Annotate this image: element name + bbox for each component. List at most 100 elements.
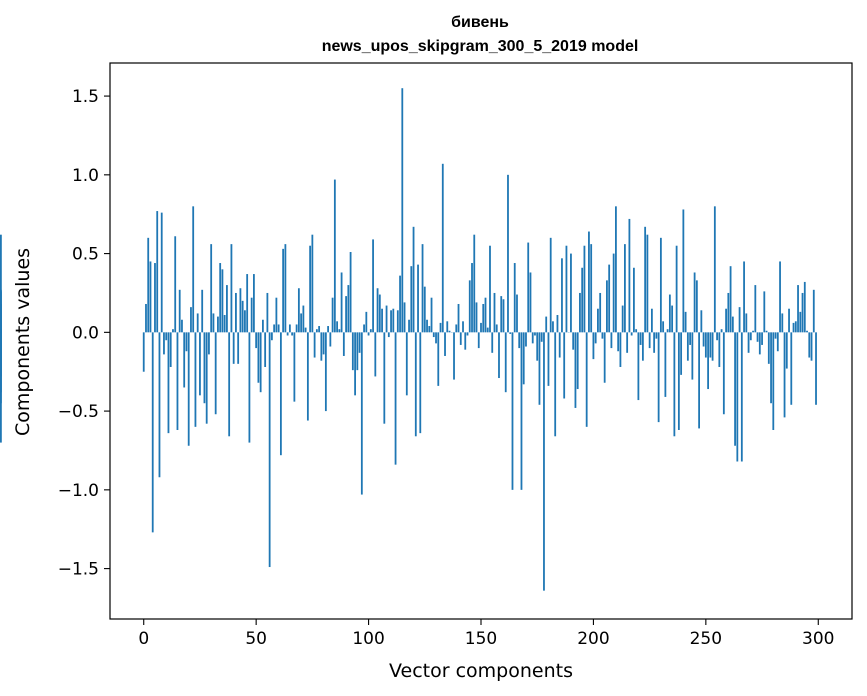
bar xyxy=(277,324,280,333)
bar xyxy=(199,332,201,396)
bar xyxy=(489,245,491,333)
bar xyxy=(426,319,428,333)
bar xyxy=(493,292,496,333)
bar xyxy=(635,329,638,333)
bar xyxy=(731,316,734,333)
bar xyxy=(147,237,150,333)
bar xyxy=(205,332,208,424)
bar xyxy=(599,292,602,333)
bar xyxy=(262,319,264,333)
bar xyxy=(603,332,606,383)
bar xyxy=(268,332,271,568)
bar xyxy=(275,297,278,333)
bar xyxy=(556,315,559,333)
bar xyxy=(279,332,282,456)
bar xyxy=(657,332,660,423)
bar xyxy=(504,332,507,393)
bar xyxy=(801,292,804,333)
y-tick-label: −1.0 xyxy=(58,481,99,501)
bar xyxy=(214,332,217,415)
bar xyxy=(527,242,530,333)
bar xyxy=(495,324,498,333)
bar xyxy=(165,332,168,341)
bar xyxy=(464,332,467,350)
bar xyxy=(790,332,793,405)
bar xyxy=(466,332,469,336)
bar xyxy=(794,321,797,333)
bar xyxy=(412,226,415,333)
bar xyxy=(590,244,593,333)
bar xyxy=(686,332,689,361)
bar xyxy=(785,332,788,369)
bar xyxy=(154,263,156,333)
bar xyxy=(767,332,770,364)
bar xyxy=(626,332,629,353)
bar xyxy=(558,332,561,358)
bar xyxy=(392,308,395,333)
bar xyxy=(302,305,305,333)
bar xyxy=(507,174,509,333)
bar xyxy=(446,321,449,333)
bar xyxy=(574,332,577,408)
bar xyxy=(765,330,768,333)
bar xyxy=(169,332,172,367)
bar xyxy=(693,272,696,333)
bar xyxy=(441,163,444,333)
x-tick-label: 200 xyxy=(577,629,609,649)
bar xyxy=(142,332,145,372)
x-tick-label: 150 xyxy=(465,629,497,649)
bar xyxy=(385,305,388,333)
bar xyxy=(190,307,192,333)
bar xyxy=(779,261,781,333)
bar xyxy=(520,332,523,490)
bar xyxy=(606,280,608,333)
bar xyxy=(322,332,325,355)
bar xyxy=(183,332,186,388)
bar xyxy=(367,332,370,336)
bar xyxy=(531,332,534,344)
bar xyxy=(239,288,242,333)
bar xyxy=(810,332,813,361)
bar xyxy=(554,332,557,437)
bar xyxy=(808,332,811,358)
bar xyxy=(543,332,545,591)
bar xyxy=(428,326,431,333)
y-tick-label: 1.5 xyxy=(72,87,99,107)
plot-frame xyxy=(109,62,853,620)
bar xyxy=(163,332,165,355)
bar xyxy=(410,266,413,333)
bar xyxy=(453,332,455,380)
x-tick-label: 100 xyxy=(352,629,384,649)
bar xyxy=(511,332,514,490)
bar xyxy=(756,332,759,342)
bar xyxy=(0,332,2,393)
bar xyxy=(597,308,599,333)
bar xyxy=(601,332,604,339)
bar xyxy=(529,272,532,333)
bar xyxy=(336,321,338,333)
bar xyxy=(253,274,255,333)
bar xyxy=(547,332,550,386)
bar xyxy=(648,332,651,349)
bar xyxy=(498,332,500,379)
bar xyxy=(565,245,568,333)
bar xyxy=(383,332,386,424)
bar xyxy=(356,332,359,371)
bar xyxy=(408,319,410,333)
bar xyxy=(338,329,341,333)
bar xyxy=(695,280,698,333)
bar xyxy=(806,330,808,333)
bar xyxy=(538,332,541,405)
bar xyxy=(363,324,365,333)
bar xyxy=(439,322,442,333)
bar xyxy=(711,332,714,361)
bar xyxy=(459,332,462,345)
bar xyxy=(329,332,332,347)
bar xyxy=(689,332,692,345)
bar xyxy=(473,234,476,333)
bar xyxy=(158,332,161,478)
bar xyxy=(208,332,210,355)
bar xyxy=(792,322,795,333)
bars-group xyxy=(0,88,817,591)
bar xyxy=(668,294,671,333)
